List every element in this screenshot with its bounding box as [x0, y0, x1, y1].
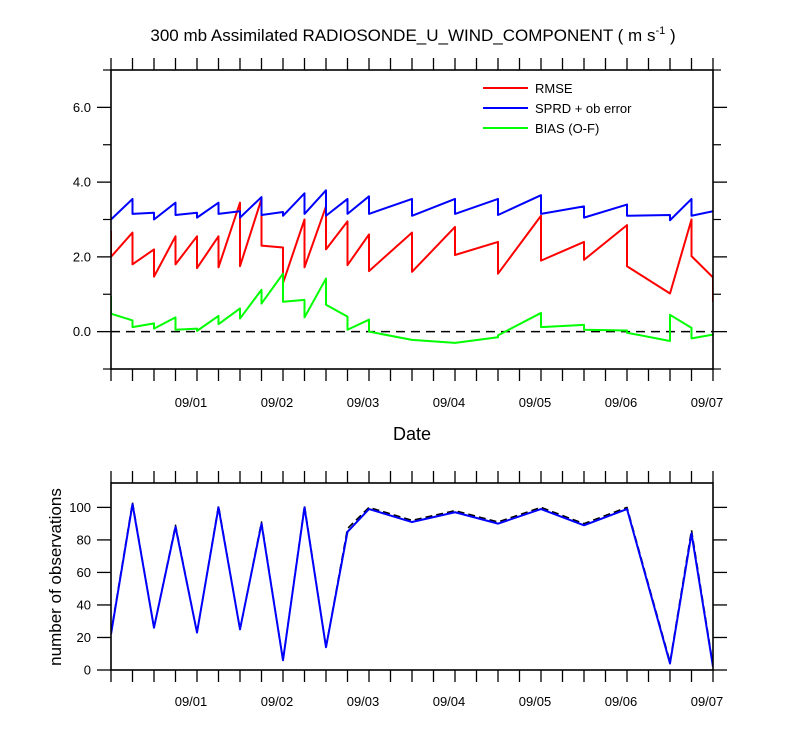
series-line-observations-possible — [111, 501, 713, 666]
top-plot: 0.0 2.0 4.0 6.0 09/01 09/02 09/03 09/04 09/05 09/… — [73, 58, 727, 410]
y-tick-label: 6.0 — [73, 100, 91, 115]
legend-label: SPRD + ob error — [535, 101, 632, 116]
x-tick-label: 09/07 — [691, 395, 724, 410]
x-tick-label: 09/06 — [605, 395, 638, 410]
series-line-rmse — [111, 197, 713, 302]
series-line-observations-used — [111, 503, 713, 667]
chart-title: 300 mb Assimilated RADIOSONDE_U_WIND_COM… — [150, 25, 675, 45]
y-tick-label: 0 — [84, 663, 91, 678]
legend-label: BIAS (O-F) — [535, 121, 599, 136]
y-tick-label: 100 — [69, 500, 91, 515]
x-tick-label: 09/05 — [519, 694, 552, 709]
chart-title-end: ) — [665, 26, 675, 45]
y-tick-label: 20 — [77, 630, 91, 645]
x-axis-label: Date — [393, 424, 431, 444]
x-tick-label: 09/02 — [261, 694, 294, 709]
x-tick-label: 09/03 — [347, 694, 380, 709]
x-tick-label: 09/05 — [519, 395, 552, 410]
bottom-plot: 0 20 40 60 80 100 09/01 09/02 09/03 09/04 09/05 09/… — [69, 471, 727, 709]
legend-label: RMSE — [535, 81, 573, 96]
y-tick-label: 0.0 — [73, 324, 91, 339]
chart-title-superscript: -1 — [655, 25, 665, 37]
y-tick-label: 4.0 — [73, 175, 91, 190]
x-tick-label: 09/06 — [605, 694, 638, 709]
series-line-bias-o-f — [111, 272, 713, 344]
x-tick-label: 09/04 — [433, 694, 466, 709]
plot-frame — [110, 482, 714, 671]
chart-title-main: 300 mb Assimilated RADIOSONDE_U_WIND_COM… — [150, 26, 655, 45]
y-axis-label-observations: number of observations — [46, 488, 65, 666]
x-tick-label: 09/07 — [691, 694, 724, 709]
y-tick-label: 40 — [77, 597, 91, 612]
x-tick-label: 09/01 — [175, 694, 208, 709]
plot-frame — [110, 69, 714, 370]
x-tick-label: 09/01 — [175, 395, 208, 410]
y-tick-label: 2.0 — [73, 249, 91, 264]
y-tick-label: 80 — [77, 532, 91, 547]
series-line-sprd-ob-error — [111, 189, 713, 222]
x-tick-label: 09/04 — [433, 395, 466, 410]
x-tick-label: 09/03 — [347, 395, 380, 410]
x-tick-label: 09/02 — [261, 395, 294, 410]
y-tick-label: 60 — [77, 565, 91, 580]
